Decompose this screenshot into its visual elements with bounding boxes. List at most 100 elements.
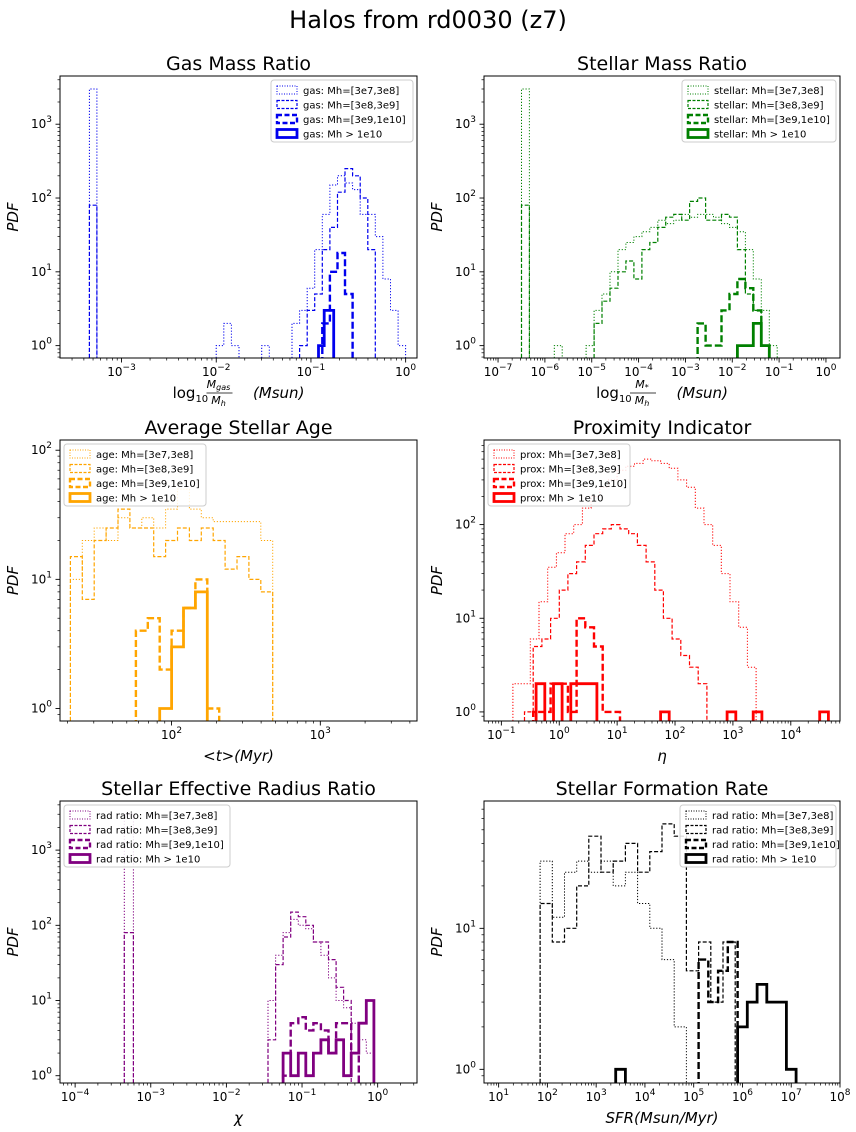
age-ytick-label: 101 — [31, 570, 52, 586]
age-legend-swatch — [69, 449, 91, 459]
sfr-xtick-label: 101 — [488, 1088, 509, 1104]
gas-legend-label: gas: Mh=[3e9,1e10] — [303, 115, 406, 126]
sfr-xtick-label: 103 — [586, 1088, 607, 1104]
prox-xtick-label: 104 — [780, 726, 801, 742]
rad-ylabel: PDF — [4, 927, 22, 957]
prox-ytick-label: 100 — [455, 703, 476, 719]
stellar-ytick-label: 101 — [455, 263, 476, 279]
stellar-xlabel-denominator: Mh — [635, 394, 650, 408]
sfr-legend-label: rad ratio: Mh=[3e8,3e9] — [712, 826, 834, 837]
prox-xtick-label: 103 — [722, 726, 743, 742]
prox-legend-label: prox: Mh=[3e9,1e10] — [520, 479, 627, 490]
stellar-xtick-label: 10−4 — [624, 363, 653, 379]
rad-ytick-label: 100 — [31, 1067, 52, 1083]
stellar-legend-swatch — [686, 113, 710, 125]
age-frame — [59, 439, 418, 722]
prox-series-1 — [523, 524, 708, 721]
stellar-xtick-label: 10−5 — [577, 363, 606, 379]
gas-ytick-label: 100 — [31, 337, 52, 353]
stellar-xlabel: log10 (Msun) — [596, 384, 728, 405]
rad-legend-label: rad ratio: Mh=[3e9,1e10] — [96, 840, 224, 851]
sfr-xlabel: SFR(Msun/Myr) — [605, 1109, 718, 1127]
sfr-series-2 — [697, 940, 739, 1083]
gas-series-0 — [88, 88, 407, 358]
rad-xtick-label: 10−3 — [136, 1088, 165, 1104]
rad-ytick-label: 102 — [31, 916, 52, 932]
age-legend-swatch — [68, 477, 92, 489]
gas-legend-swatch — [276, 85, 298, 95]
rad-legend-swatch — [68, 853, 92, 864]
age-legend-label: age: Mh=[3e7,3e8] — [96, 450, 193, 461]
sfr-legend-label: rad ratio: Mh=[3e7,3e8] — [712, 811, 834, 822]
age-series-0 — [69, 488, 274, 721]
sfr-xtick-label: 105 — [683, 1088, 704, 1104]
gas-ylabel: PDF — [4, 202, 22, 232]
sfr-ylabel: PDF — [428, 927, 446, 957]
age-legend-label: age: Mh=[3e9,1e10] — [96, 479, 200, 490]
prox-series-3 — [534, 682, 830, 721]
gas-legend-swatch — [275, 128, 299, 139]
age-legend-swatch — [69, 463, 91, 474]
stellar-legend-label: stellar: Mh > 1e10 — [714, 130, 806, 141]
sfr-xtick-label: 107 — [781, 1088, 802, 1104]
stellar-legend-swatch — [687, 85, 709, 95]
gas-xtick-label: 100 — [395, 363, 416, 379]
prox-legend-label: prox: Mh=[3e8,3e9] — [520, 465, 621, 476]
rad-series-3 — [281, 999, 376, 1083]
gas-panel: Gas Mass Ratio 10−3 10−2 10−1 100 100 101 102 10… — [4, 53, 418, 408]
sfr-legend-swatch — [685, 824, 707, 835]
gas-frame — [59, 75, 418, 359]
sfr-xtick-label: 106 — [732, 1088, 753, 1104]
stellar-legend: stellar: Mh=[3e7,3e8] stellar: Mh=[3e8,3e… — [681, 79, 837, 143]
prox-title: Proximity Indicator — [573, 417, 752, 439]
stellar-series-3 — [736, 322, 771, 358]
prox-series-0 — [512, 458, 757, 721]
sfr-series-1 — [539, 823, 736, 1083]
age-legend-label: age: Mh > 1e10 — [96, 494, 176, 505]
rad-title: Stellar Effective Radius Ratio — [101, 778, 376, 800]
sfr-title: Stellar Formation Rate — [556, 778, 769, 800]
stellar-xlabel-numerator: M* — [635, 378, 649, 392]
gas-legend: gas: Mh=[3e7,3e8] gas: Mh=[3e8,3e9] gas: M… — [270, 79, 414, 143]
prox-legend: prox: Mh=[3e7,3e8] prox: Mh=[3e8,3e9] prox… — [487, 443, 631, 507]
rad-legend-label: rad ratio: Mh=[3e7,3e8] — [96, 811, 218, 822]
gas-xtick-label: 10−2 — [202, 363, 231, 379]
stellar-xtick-label: 100 — [815, 363, 836, 379]
gas-xlabel-denominator: Mh — [211, 394, 226, 408]
prox-legend-swatch — [492, 492, 516, 503]
sfr-xtick-label: 108 — [829, 1088, 850, 1104]
gas-ytick-label: 101 — [31, 263, 52, 279]
rad-series-2 — [281, 1016, 360, 1083]
sfr-ytick-label: 101 — [455, 919, 476, 935]
sfr-legend: rad ratio: Mh=[3e7,3e8] rad ratio: Mh=[3e… — [679, 804, 840, 868]
age-legend-swatch — [68, 492, 92, 503]
prox-xtick-label: 10−1 — [487, 726, 516, 742]
age-xlabel: <t>(Myr) — [203, 747, 274, 765]
rad-ytick-label: 101 — [31, 992, 52, 1008]
stellar-ytick-label: 100 — [455, 337, 476, 353]
gas-series-1 — [88, 168, 376, 358]
gas-xlabel: log10 (Msun) — [173, 384, 305, 405]
prox-xtick-label: 102 — [665, 726, 686, 742]
prox-xtick-label: 101 — [607, 726, 628, 742]
prox-legend-swatch — [493, 449, 515, 459]
sfr-xtick-label: 102 — [537, 1088, 558, 1104]
rad-xtick-label: 10−2 — [212, 1088, 241, 1104]
age-series-3 — [158, 590, 209, 721]
prox-ytick-label: 101 — [455, 609, 476, 625]
rad-legend-label: rad ratio: Mh > 1e10 — [96, 855, 200, 866]
age-legend: age: Mh=[3e7,3e8] age: Mh=[3e8,3e9] age: M… — [63, 443, 207, 507]
stellar-legend-label: stellar: Mh=[3e8,3e9] — [714, 101, 824, 112]
age-xtick-label: 103 — [310, 726, 331, 742]
prox-legend-swatch — [492, 477, 516, 489]
rad-panel: Stellar Effective Radius Ratio 10−4 10−3 10… — [4, 778, 418, 1127]
sfr-series-3 — [614, 983, 798, 1083]
gas-xtick-label: 10−1 — [297, 363, 326, 379]
gas-legend-label: gas: Mh=[3e7,3e8] — [303, 86, 399, 97]
prox-series-2 — [532, 617, 622, 721]
gas-series-3 — [317, 309, 336, 358]
prox-ylabel: PDF — [428, 566, 446, 596]
rad-ytick-label: 103 — [31, 841, 52, 857]
sfr-series-0 — [539, 860, 687, 1083]
